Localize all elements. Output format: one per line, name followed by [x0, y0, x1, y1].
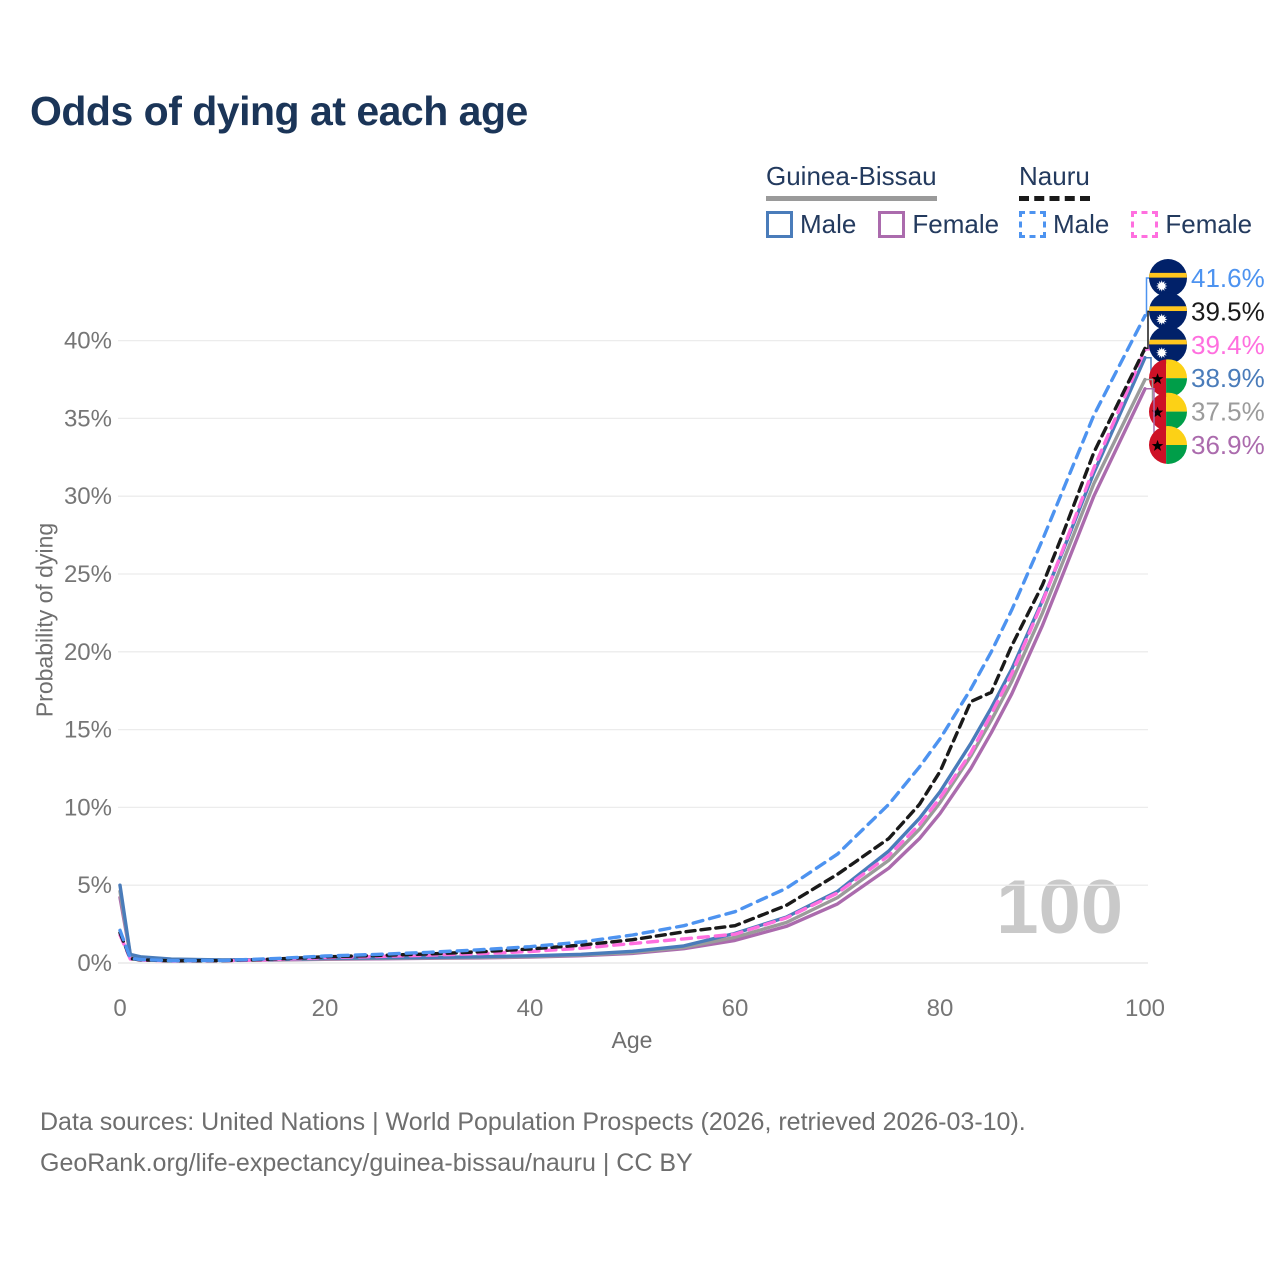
y-tick-label: 15% — [64, 717, 112, 744]
series-line-nauru-female[interactable] — [118, 348, 1147, 963]
legend-label-guinea-bissau-male: Male — [800, 209, 857, 239]
x-tick-label: 20 — [312, 995, 339, 1022]
y-tick-label: 25% — [64, 561, 112, 588]
legend-group-nauru: Nauru Male Female — [1019, 161, 1252, 240]
age-counter-watermark: 100 — [996, 865, 1123, 950]
data-sources-text: Data sources: United Nations | World Pop… — [40, 1108, 1026, 1136]
legend-label-nauru-male: Male — [1053, 209, 1110, 239]
legend-header-nauru[interactable]: Nauru — [1019, 161, 1090, 201]
legend-swatch-guinea-bissau-male — [766, 211, 793, 238]
flag-icon-nauru — [1149, 325, 1187, 364]
y-tick-label: 35% — [64, 405, 112, 432]
y-tick-label: 5% — [77, 872, 112, 899]
series-line-guinea-bissau-male[interactable] — [118, 356, 1147, 962]
y-tick-label: 10% — [64, 794, 112, 821]
series-line-nauru-male[interactable] — [118, 314, 1147, 963]
end-label-nauru-both-sexes: 39.5% — [1191, 296, 1265, 326]
x-tick-label: 100 — [1125, 995, 1165, 1022]
legend-group-guinea-bissau: Guinea-Bissau Male Female — [766, 161, 999, 240]
x-tick-label: 80 — [927, 995, 954, 1022]
legend-swatch-guinea-bissau-female — [878, 211, 906, 238]
y-tick-label: 30% — [64, 483, 112, 510]
attribution-link-text: GeoRank.org/life-expectancy/guinea-bissa… — [40, 1149, 693, 1177]
x-axis-title: Age — [611, 1027, 653, 1053]
legend-item-nauru-male[interactable]: Male — [1019, 209, 1109, 240]
chart-title: Odds of dying at each age — [30, 88, 528, 134]
end-label-guinea-bissau-male: 38.9% — [1191, 363, 1265, 393]
flag-icon-nauru — [1149, 259, 1187, 297]
series-line-guinea-bissau-both-sexes[interactable] — [118, 377, 1147, 962]
end-label-nauru-male: 41.6% — [1191, 263, 1265, 293]
y-tick-label: 40% — [64, 328, 112, 355]
legend-label-nauru-female: Female — [1165, 209, 1253, 239]
end-connector-nauru-both-sexes — [1145, 310, 1149, 350]
end-label-nauru-female: 39.4% — [1191, 330, 1265, 360]
flag-icon-guinea-bissau — [1149, 426, 1187, 464]
x-tick-label: 40 — [517, 995, 544, 1022]
flag-icon-nauru — [1149, 292, 1187, 331]
series-line-guinea-bissau-female[interactable] — [118, 387, 1147, 962]
end-connector-nauru-male — [1145, 277, 1149, 317]
y-axis-title: Probability of dying — [31, 522, 58, 718]
line-chart: 0% 5% 10% 15% 20% 25% 30% 35% 40% 0 20 40 60 80 100 41.… — [64, 259, 1265, 1022]
x-tick-label: 0 — [113, 995, 126, 1022]
y-tick-label: 0% — [77, 950, 112, 977]
legend-label-guinea-bissau-female: Female — [912, 209, 1000, 239]
legend-item-guinea-bissau-female[interactable]: Female — [878, 209, 999, 240]
legend-swatch-nauru-male — [1019, 211, 1046, 238]
x-tick-label: 60 — [722, 995, 749, 1022]
end-label-guinea-bissau-female: 36.9% — [1191, 430, 1265, 460]
legend-header-guinea-bissau[interactable]: Guinea-Bissau — [766, 161, 937, 201]
legend-item-nauru-female[interactable]: Female — [1131, 209, 1252, 240]
legend-swatch-nauru-female — [1131, 211, 1159, 238]
legend-item-guinea-bissau-male[interactable]: Male — [766, 209, 856, 240]
end-label-guinea-bissau-both-sexes: 37.5% — [1191, 397, 1265, 427]
y-tick-label: 20% — [64, 639, 112, 666]
